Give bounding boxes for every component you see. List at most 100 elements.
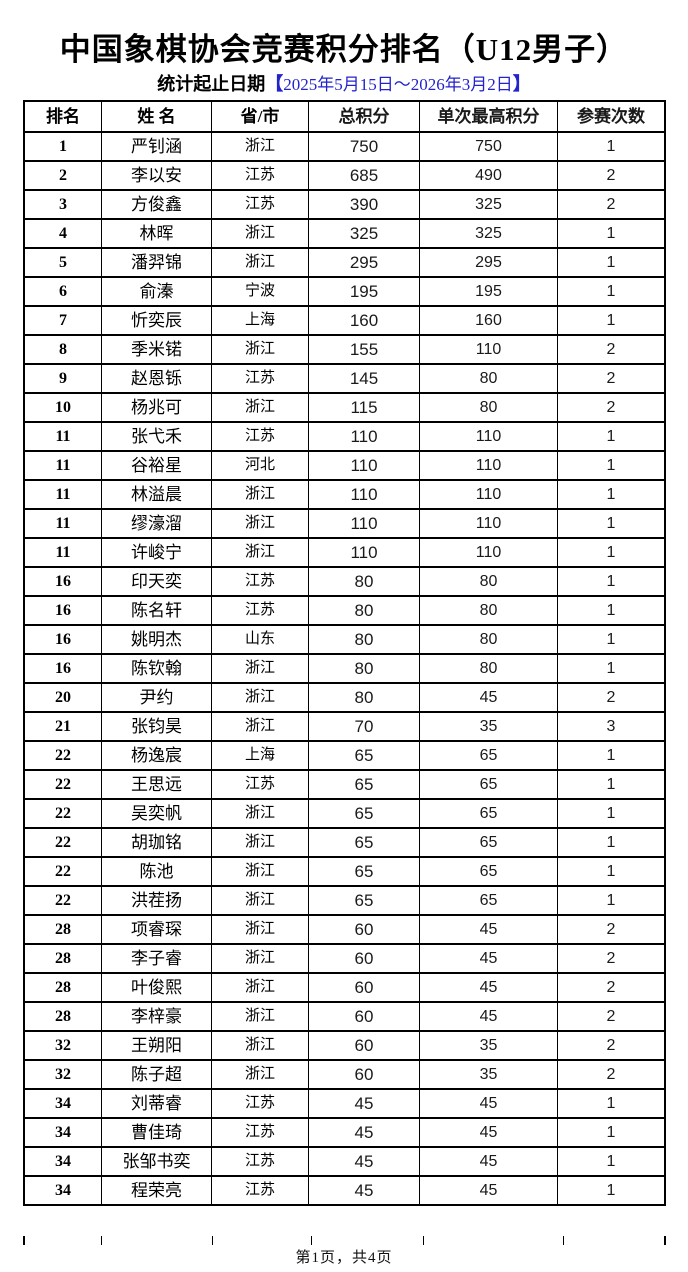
name-cell: 陈名轩	[101, 597, 211, 624]
total-score-cell: 45	[308, 1090, 419, 1117]
appearances-cell: 1	[557, 539, 664, 566]
table-row: 9 赵恩铄 江苏 145 80 2	[25, 363, 664, 392]
name-cell: 程荣亮	[101, 1177, 211, 1204]
table-row: 34 刘蒂睿 江苏 45 45 1	[25, 1088, 664, 1117]
appearances-cell: 1	[557, 597, 664, 624]
name-cell: 谷裕星	[101, 452, 211, 479]
total-score-cell: 160	[308, 307, 419, 334]
province-cell: 山东	[211, 626, 308, 653]
appearances-cell: 2	[557, 162, 664, 189]
name-cell: 王朔阳	[101, 1032, 211, 1059]
rank-cell: 11	[55, 486, 71, 503]
province-cell: 上海	[211, 307, 308, 334]
table-row: 10 杨兆可 浙江 115 80 2	[25, 392, 664, 421]
province-cell: 浙江	[211, 655, 308, 682]
rank-cell: 28	[55, 979, 71, 996]
table-row: 16 陈钦翰 浙江 80 80 1	[25, 653, 664, 682]
header-appearances: 参赛次数	[557, 102, 664, 131]
appearances-cell: 1	[557, 858, 664, 885]
total-score-cell: 155	[308, 336, 419, 363]
header-best-score: 单次最高积分	[419, 102, 557, 131]
rank-cell: 22	[55, 747, 71, 764]
appearances-cell: 1	[557, 278, 664, 305]
table-row: 3 方俊鑫 江苏 390 325 2	[25, 189, 664, 218]
appearances-cell: 1	[557, 249, 664, 276]
best-score-cell: 65	[419, 742, 557, 769]
province-cell: 浙江	[211, 1032, 308, 1059]
appearances-cell: 1	[557, 829, 664, 856]
appearances-cell: 1	[557, 481, 664, 508]
best-score-cell: 45	[419, 1119, 557, 1146]
table-body: 1 严钊涵 浙江 750 750 1 2 李以安 江苏 685 490 2 3 方俊鑫 江苏 390 325 2 4…	[25, 131, 664, 1204]
province-cell: 浙江	[211, 1061, 308, 1088]
total-score-cell: 325	[308, 220, 419, 247]
best-score-cell: 65	[419, 858, 557, 885]
province-cell: 浙江	[211, 394, 308, 421]
appearances-cell: 3	[557, 713, 664, 740]
rank-cell: 8	[59, 341, 67, 358]
name-cell: 曹佳琦	[101, 1119, 211, 1146]
next-row-cutoff-stubs	[23, 1236, 666, 1245]
province-cell: 江苏	[211, 191, 308, 218]
table-row: 6 俞溱 宁波 195 195 1	[25, 276, 664, 305]
table-row: 22 杨逸宸 上海 65 65 1	[25, 740, 664, 769]
best-score-cell: 80	[419, 597, 557, 624]
province-cell: 浙江	[211, 133, 308, 160]
province-cell: 浙江	[211, 1003, 308, 1030]
total-score-cell: 60	[308, 1061, 419, 1088]
rank-cell: 34	[55, 1153, 71, 1170]
rank-cell: 28	[55, 921, 71, 938]
total-score-cell: 110	[308, 539, 419, 566]
appearances-cell: 2	[557, 394, 664, 421]
appearances-cell: 2	[557, 684, 664, 711]
name-cell: 印天奕	[101, 568, 211, 595]
table-row: 34 程荣亮 江苏 45 45 1	[25, 1175, 664, 1204]
total-score-cell: 80	[308, 684, 419, 711]
total-score-cell: 115	[308, 394, 419, 421]
name-cell: 张钧昊	[101, 713, 211, 740]
best-score-cell: 80	[419, 365, 557, 392]
rank-cell: 32	[55, 1037, 71, 1054]
best-score-cell: 45	[419, 1003, 557, 1030]
table-row: 21 张钧昊 浙江 70 35 3	[25, 711, 664, 740]
province-cell: 浙江	[211, 249, 308, 276]
name-cell: 张弋禾	[101, 423, 211, 450]
province-cell: 浙江	[211, 220, 308, 247]
header-province: 省/市	[211, 102, 308, 131]
name-cell: 张邹书奕	[101, 1148, 211, 1175]
table-row: 11 许峻宁 浙江 110 110 1	[25, 537, 664, 566]
table-row: 11 缪濠溜 浙江 110 110 1	[25, 508, 664, 537]
name-cell: 胡珈铭	[101, 829, 211, 856]
table-row: 22 胡珈铭 浙江 65 65 1	[25, 827, 664, 856]
best-score-cell: 45	[419, 974, 557, 1001]
province-cell: 浙江	[211, 916, 308, 943]
name-cell: 叶俊熙	[101, 974, 211, 1001]
table-row: 28 项睿琛 浙江 60 45 2	[25, 914, 664, 943]
rank-cell: 11	[55, 515, 71, 532]
best-score-cell: 45	[419, 945, 557, 972]
appearances-cell: 1	[557, 800, 664, 827]
appearances-cell: 1	[557, 1177, 664, 1204]
best-score-cell: 295	[419, 249, 557, 276]
rank-cell: 21	[55, 718, 71, 735]
rank-cell: 11	[55, 457, 71, 474]
name-cell: 许峻宁	[101, 539, 211, 566]
table-row: 34 曹佳琦 江苏 45 45 1	[25, 1117, 664, 1146]
name-cell: 项睿琛	[101, 916, 211, 943]
name-cell: 忻奕辰	[101, 307, 211, 334]
total-score-cell: 70	[308, 713, 419, 740]
table-row: 11 谷裕星 河北 110 110 1	[25, 450, 664, 479]
appearances-cell: 1	[557, 626, 664, 653]
rank-cell: 34	[55, 1095, 71, 1112]
province-cell: 浙江	[211, 481, 308, 508]
rank-cell: 28	[55, 1008, 71, 1025]
rank-cell: 2	[59, 167, 67, 184]
total-score-cell: 65	[308, 800, 419, 827]
table-row: 28 李梓豪 浙江 60 45 2	[25, 1001, 664, 1030]
table-row: 1 严钊涵 浙江 750 750 1	[25, 131, 664, 160]
best-score-cell: 80	[419, 568, 557, 595]
ranking-table: 排名 姓 名 省/市 总积分 单次最高积分 参赛次数 1 严钊涵 浙江 750 750 1…	[23, 100, 666, 1206]
rank-cell: 16	[55, 660, 71, 677]
province-cell: 浙江	[211, 684, 308, 711]
province-cell: 浙江	[211, 858, 308, 885]
